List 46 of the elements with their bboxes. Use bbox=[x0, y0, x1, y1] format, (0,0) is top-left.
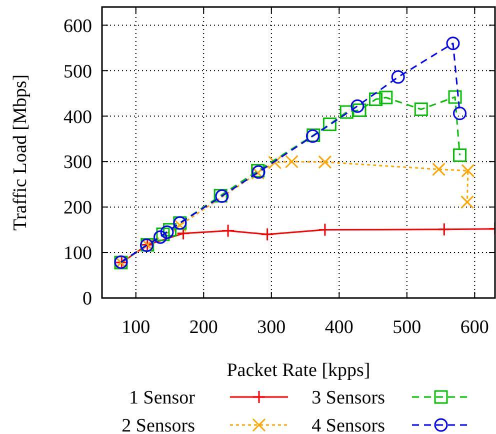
y-tick-label: 500 bbox=[64, 61, 92, 82]
point bbox=[391, 70, 405, 84]
point bbox=[260, 228, 274, 242]
point bbox=[322, 118, 336, 132]
point bbox=[163, 223, 177, 237]
point bbox=[156, 228, 170, 242]
y-tick-label: 300 bbox=[64, 152, 92, 174]
point bbox=[379, 90, 393, 104]
point bbox=[446, 36, 460, 50]
point bbox=[432, 162, 446, 176]
point bbox=[352, 103, 366, 117]
legend-label: 3 Sensors bbox=[312, 388, 385, 409]
x-tick-label: 300 bbox=[257, 317, 286, 338]
y-tick-label: 100 bbox=[64, 243, 92, 264]
point bbox=[173, 218, 187, 232]
x-tick-label: 500 bbox=[392, 317, 422, 338]
legend-label: 4 Sensors bbox=[312, 416, 385, 434]
point bbox=[268, 156, 282, 170]
point bbox=[414, 102, 428, 116]
point bbox=[160, 225, 174, 239]
point bbox=[176, 226, 190, 240]
point bbox=[437, 222, 451, 236]
point bbox=[461, 164, 475, 178]
point bbox=[453, 106, 467, 120]
x-axis-title: Packet Rate [kpps] bbox=[226, 360, 370, 381]
point bbox=[453, 148, 467, 162]
point bbox=[284, 154, 298, 168]
point bbox=[221, 224, 235, 238]
point bbox=[368, 92, 382, 106]
y-axis-title: Traffic Load [Mbps] bbox=[10, 74, 31, 231]
x-tick-label: 400 bbox=[324, 317, 354, 338]
point bbox=[448, 90, 462, 104]
y-tick-label: 400 bbox=[64, 106, 92, 128]
x-tick-label: 200 bbox=[189, 317, 218, 338]
point bbox=[460, 195, 474, 209]
x-tick-label: 100 bbox=[122, 317, 150, 338]
legend-label: 1 Sensor bbox=[129, 388, 196, 409]
legend-label: 2 Sensors bbox=[122, 416, 195, 434]
y-tick-label: 0 bbox=[82, 288, 92, 310]
y-tick-label: 600 bbox=[64, 16, 92, 37]
point bbox=[154, 230, 168, 244]
point bbox=[318, 155, 332, 169]
point bbox=[350, 99, 364, 113]
y-tick-label: 200 bbox=[64, 198, 92, 219]
x-tick-label: 600 bbox=[460, 317, 489, 338]
point bbox=[340, 105, 354, 119]
